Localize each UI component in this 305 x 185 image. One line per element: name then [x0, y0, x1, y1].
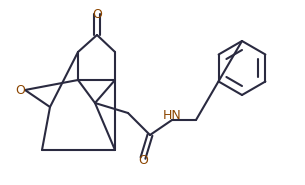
Text: O: O — [138, 154, 148, 167]
Text: HN: HN — [163, 108, 181, 122]
Text: O: O — [92, 8, 102, 21]
Text: O: O — [15, 83, 25, 97]
